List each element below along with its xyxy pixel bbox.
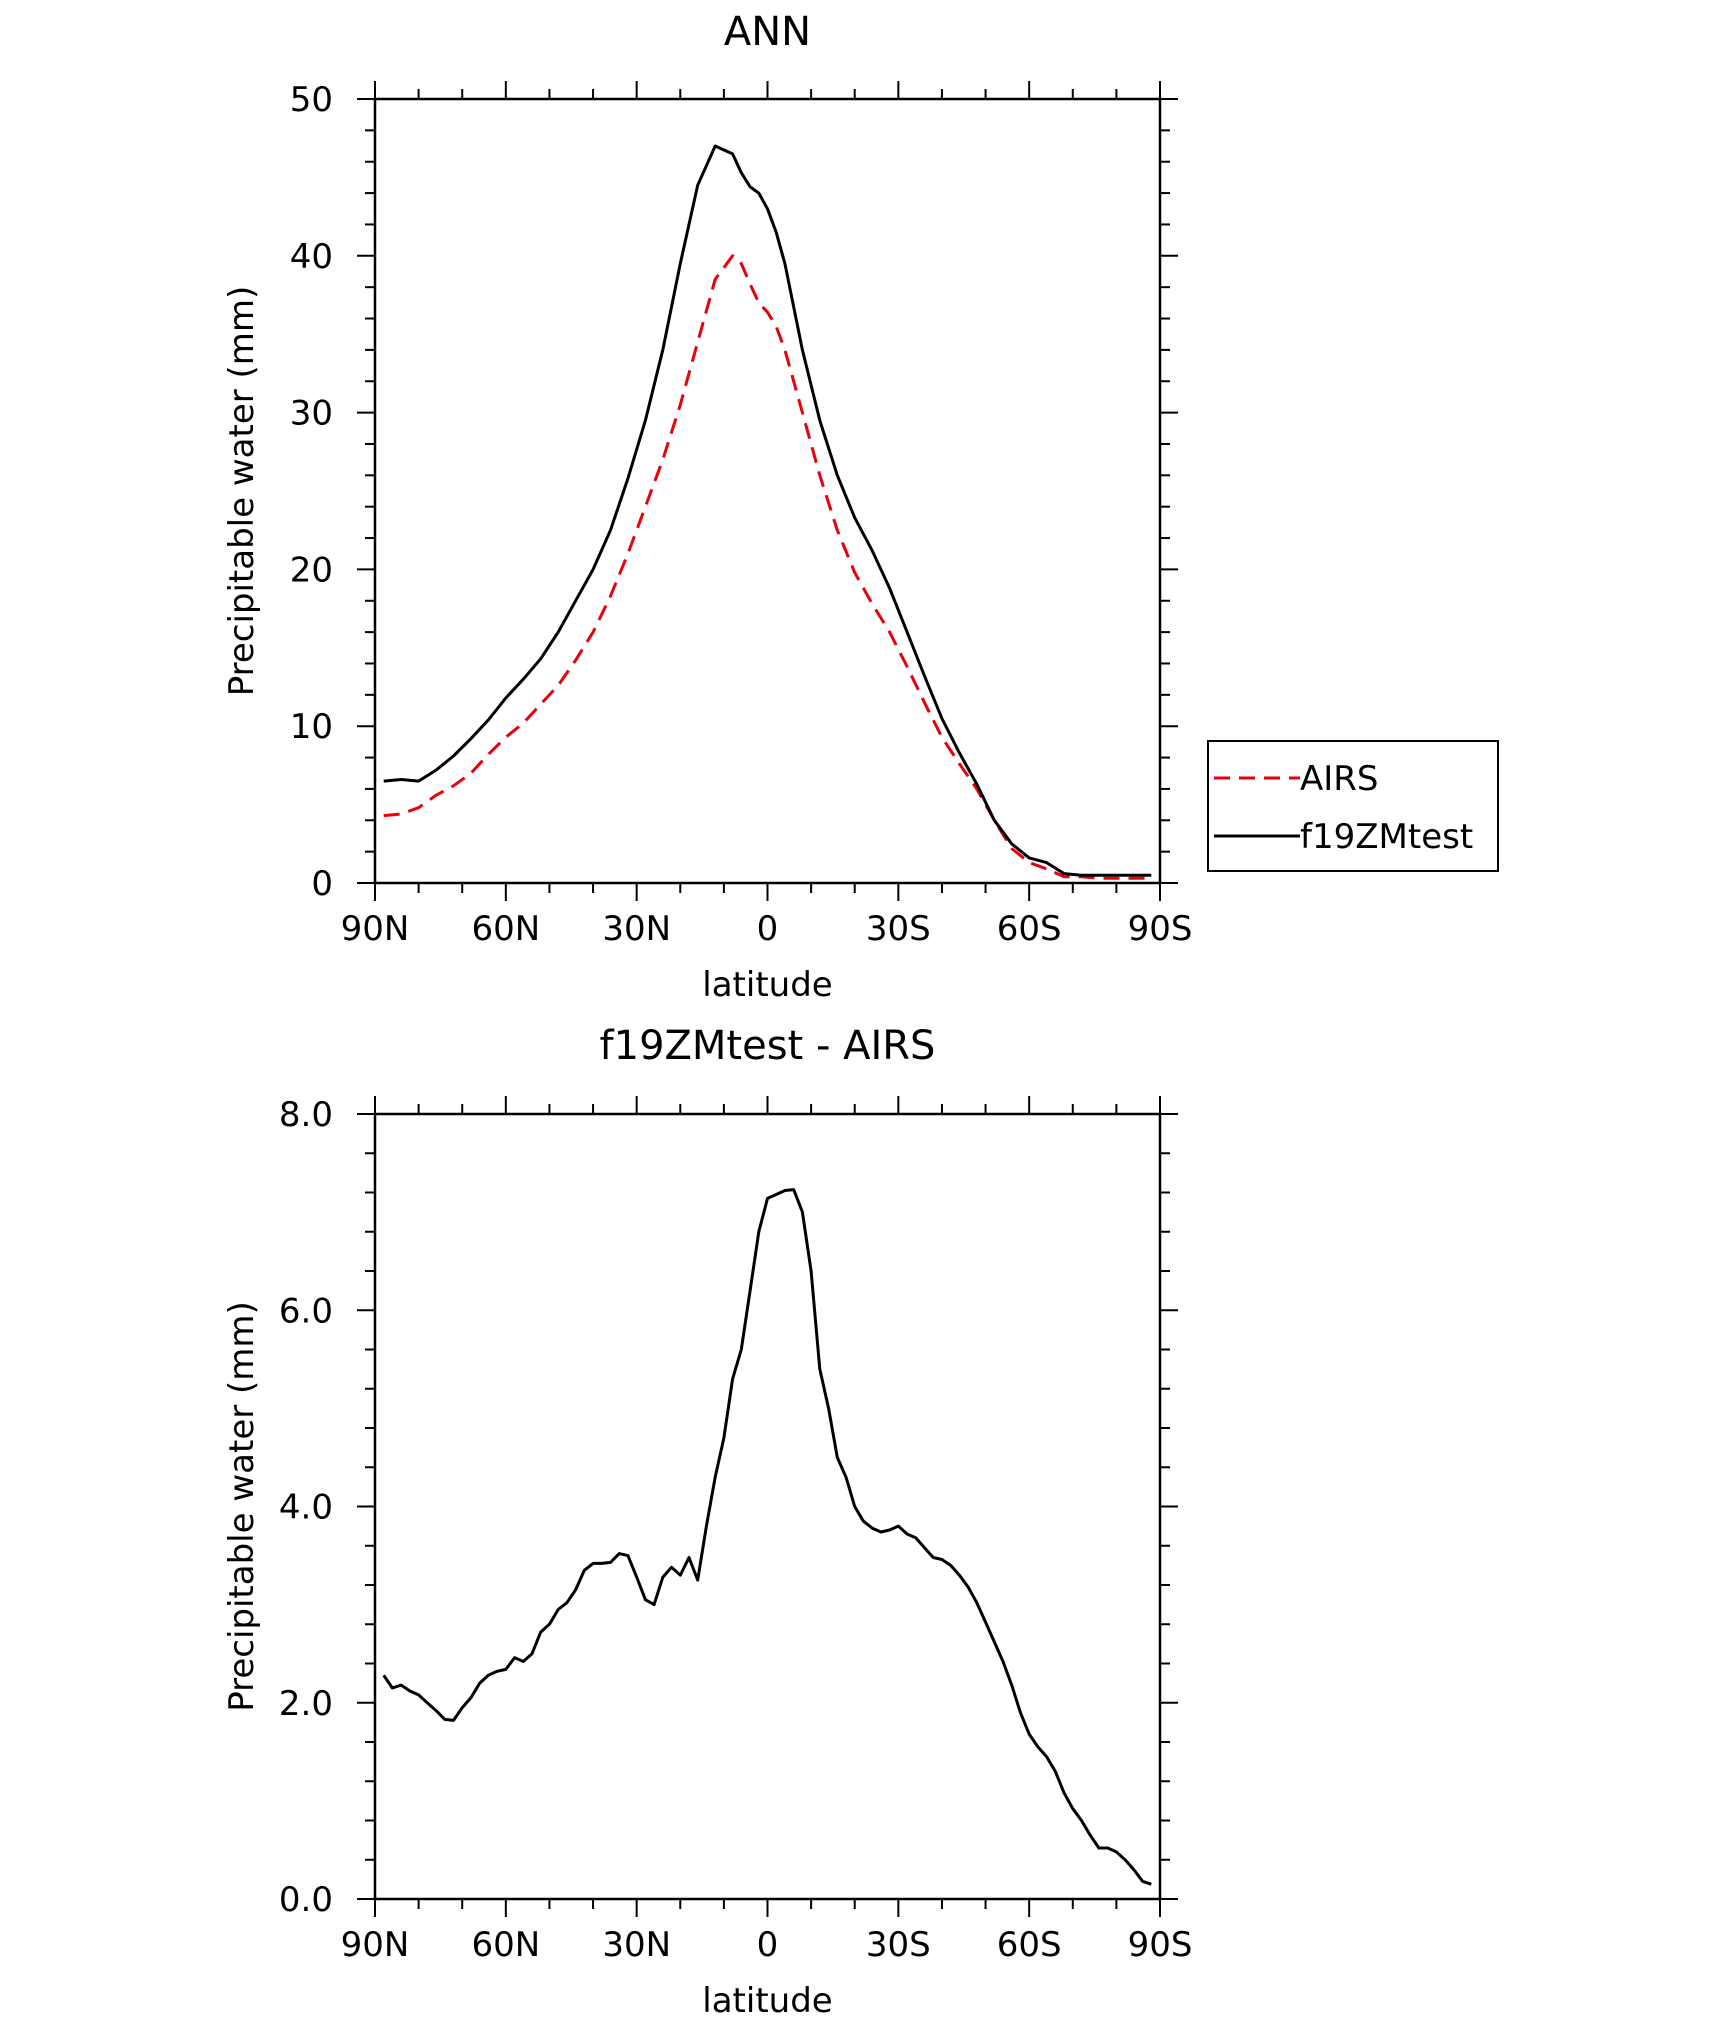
y-tick-label: 50 (290, 80, 333, 120)
y-axis-label: Precipitable water (mm) (222, 1301, 262, 1712)
y-axis-label: Precipitable water (mm) (222, 286, 262, 697)
x-tick-label: 60N (471, 1925, 540, 1965)
legend-label: AIRS (1300, 759, 1379, 799)
x-tick-label: 90S (1128, 1925, 1193, 1965)
chart-title: f19ZMtest - AIRS (600, 1023, 936, 1069)
x-tick-label: 30S (866, 909, 931, 949)
y-tick-label: 4.0 (279, 1488, 333, 1528)
y-tick-label: 40 (290, 237, 333, 277)
chart-title: ANN (724, 9, 811, 55)
series-line-airs (383, 254, 1152, 880)
x-tick-label: 90S (1128, 909, 1193, 949)
x-tick-label: 0 (757, 1925, 779, 1965)
legend: AIRS f19ZMtest (1207, 740, 1499, 872)
x-axis-label: latitude (702, 965, 832, 1005)
x-tick-label: 30N (602, 1925, 671, 1965)
x-tick-label: 60S (997, 909, 1062, 949)
x-tick-label: 90N (341, 1925, 410, 1965)
y-tick-label: 0 (311, 864, 333, 904)
x-tick-label: 0 (757, 909, 779, 949)
y-tick-label: 20 (290, 550, 333, 590)
y-tick-label: 8.0 (279, 1095, 333, 1135)
chart-annual-precipitable-water: ANN 90N 60N 30N 0 30S 60S 90S 0 10 20 30 40 50 latitud… (222, 9, 1499, 1005)
plot-frame (373, 97, 1162, 885)
x-axis-label: latitude (702, 1981, 832, 2021)
x-tick-label: 90N (341, 909, 410, 949)
legend-label: f19ZMtest (1300, 817, 1473, 857)
y-tick-label: 2.0 (279, 1684, 333, 1724)
chart-difference-precipitable-water: f19ZMtest - AIRS 90N 60N 30N 0 30S 60S 90S 0.0 2.… (222, 1023, 1192, 2021)
series-line-f19zmtest (383, 144, 1152, 877)
plot-frame (373, 1112, 1162, 1901)
x-tick-label: 30S (866, 1925, 931, 1965)
legend-box (1207, 740, 1499, 872)
x-tick-label: 60S (997, 1925, 1062, 1965)
y-tick-label: 30 (290, 394, 333, 434)
y-tick-label: 0.0 (279, 1880, 333, 1920)
y-tick-label: 10 (290, 707, 333, 747)
y-tick-label: 6.0 (279, 1291, 333, 1331)
x-tick-label: 30N (602, 909, 671, 949)
x-tick-label: 60N (471, 909, 540, 949)
series-line-f19zmtest-airs (382, 1188, 1152, 1886)
